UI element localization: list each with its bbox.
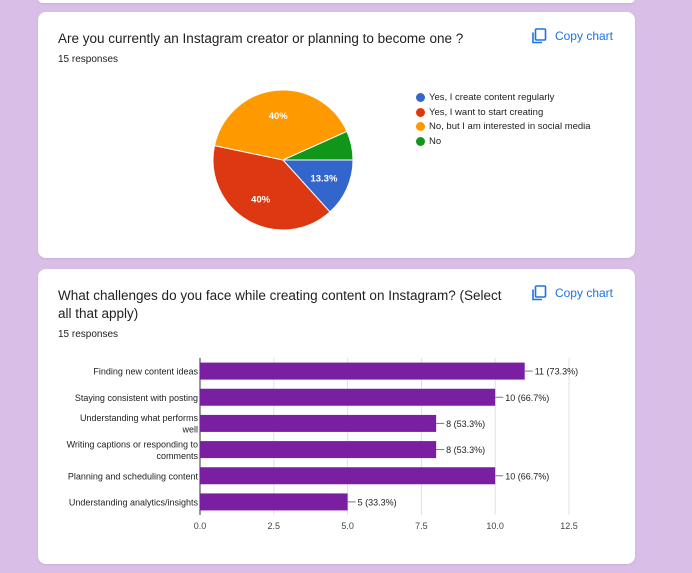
legend-label: No, but I am interested in social media xyxy=(429,121,591,133)
legend-label: Yes, I create content regularly xyxy=(429,91,555,103)
category-label: Writing captions or responding to comment… xyxy=(67,439,199,461)
question-title: What challenges do you face while creati… xyxy=(58,288,502,321)
category-label: Staying consistent with posting xyxy=(75,393,198,403)
legend-swatch xyxy=(416,136,425,146)
question-title: Are you currently an Instagram creator o… xyxy=(58,31,464,46)
bar-question-card: What challenges do you face while creati… xyxy=(38,269,635,564)
copy-chart-button[interactable]: Copy chart xyxy=(531,285,613,301)
pie-question-card: Are you currently an Instagram creator o… xyxy=(38,12,635,258)
bar-value-label: 5 (33.3%) xyxy=(358,497,397,507)
pie-chart: 13.3% 40% 40% xyxy=(212,89,354,231)
legend-label: No xyxy=(429,135,442,147)
x-tick-label: 10.0 xyxy=(486,521,504,531)
copy-icon xyxy=(531,28,547,44)
category-label: Finding new content ideas xyxy=(93,367,198,377)
copy-chart-label: Copy chart xyxy=(554,286,613,300)
pie-slice-label: 40% xyxy=(251,194,271,205)
pie-slice xyxy=(282,130,354,161)
bar-value-label: 10 (66.7%) xyxy=(505,471,549,481)
legend-item: Yes, I create content regularly xyxy=(416,90,591,105)
legend-swatch xyxy=(416,122,425,132)
bar-value-label: 10 (66.7%) xyxy=(505,393,549,403)
legend-swatch xyxy=(416,92,425,102)
bar-value-label: 11 (73.3%) xyxy=(535,367,578,377)
copy-chart-label: Copy chart xyxy=(554,29,613,43)
response-count: 15 responses xyxy=(58,54,119,65)
legend-item: Yes, I want to start creating xyxy=(416,105,591,120)
bar-value-label: 8 (53.3%) xyxy=(446,445,485,455)
x-tick-label: 5.0 xyxy=(341,521,354,531)
bar xyxy=(200,441,437,459)
bar xyxy=(200,493,348,511)
response-count: 15 responses xyxy=(58,329,119,340)
pie-slice-label: 40% xyxy=(269,111,289,122)
x-tick-label: 12.5 xyxy=(560,521,578,531)
x-tick-label: 7.5 xyxy=(415,521,428,531)
copy-icon xyxy=(531,285,547,301)
pie-slice xyxy=(281,159,354,213)
bar xyxy=(200,388,496,406)
category-label: Understanding analytics/insights xyxy=(69,497,199,507)
category-label: Planning and scheduling content xyxy=(68,471,199,481)
category-label: Understanding what performs well xyxy=(80,413,199,435)
legend-swatch xyxy=(416,107,425,117)
x-tick-label: 2.5 xyxy=(268,521,281,531)
legend-item: No xyxy=(416,134,591,149)
legend-label: Yes, I want to start creating xyxy=(429,106,544,118)
pie-slice xyxy=(213,89,348,161)
x-tick-label: 0.0 xyxy=(194,521,207,531)
pie-slice-label: 13.3% xyxy=(310,174,337,185)
bar xyxy=(200,467,496,485)
previous-question-card xyxy=(38,0,635,3)
legend-item: No, but I am interested in social media xyxy=(416,119,591,134)
bar-value-label: 8 (53.3%) xyxy=(446,419,485,429)
bar-chart: 11 (73.3%) Finding new content ideas 10 (6… xyxy=(67,358,578,531)
pie-legend: Yes, I create content regularly Yes, I wa… xyxy=(416,90,591,149)
pie-slice xyxy=(212,144,331,231)
copy-chart-button[interactable]: Copy chart xyxy=(531,28,613,44)
bar xyxy=(200,414,437,432)
bar xyxy=(200,362,525,380)
